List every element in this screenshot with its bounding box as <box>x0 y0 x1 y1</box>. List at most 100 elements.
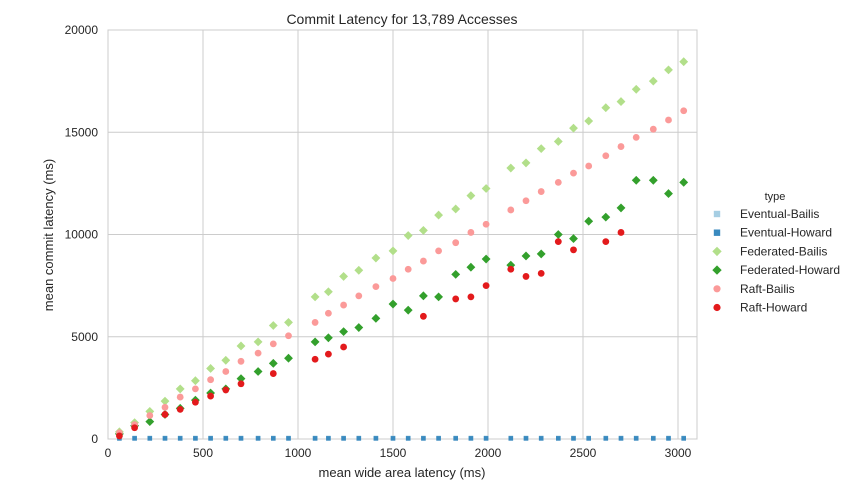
y-tick-label: 15000 <box>65 125 99 139</box>
data-point <box>651 436 656 441</box>
y-tick-label: 10000 <box>65 228 99 242</box>
data-point <box>238 436 244 441</box>
data-point <box>553 230 563 239</box>
data-point <box>355 292 363 300</box>
data-point <box>323 333 333 343</box>
data-point <box>584 116 594 126</box>
data-point <box>269 340 277 348</box>
data-point <box>420 257 427 265</box>
legend-label: Raft-Howard <box>740 301 807 315</box>
data-point <box>507 206 515 214</box>
data-point <box>467 229 475 236</box>
data-point <box>648 175 658 185</box>
data-point <box>586 436 591 441</box>
data-point <box>388 246 398 256</box>
data-point <box>325 309 332 317</box>
data-point <box>405 436 411 441</box>
data-point <box>434 292 444 302</box>
legend-marker <box>713 285 721 293</box>
data-point <box>354 323 364 332</box>
data-point <box>147 436 153 441</box>
data-point <box>452 239 460 247</box>
data-point <box>632 133 640 141</box>
data-point <box>403 231 413 240</box>
data-point <box>466 191 476 201</box>
data-point <box>268 321 278 330</box>
data-point <box>482 220 490 228</box>
data-point <box>649 125 657 133</box>
data-point <box>521 158 531 168</box>
legend-marker <box>713 303 721 312</box>
data-point <box>522 273 530 280</box>
data-point <box>269 370 277 377</box>
data-point <box>451 204 461 214</box>
data-point <box>192 398 199 406</box>
x-tick-label: 2000 <box>475 446 502 460</box>
data-point <box>421 436 426 441</box>
data-point <box>253 367 263 376</box>
data-point <box>453 436 458 441</box>
data-point <box>326 436 331 441</box>
data-point <box>175 384 185 394</box>
data-point <box>569 234 578 244</box>
data-point <box>648 76 658 86</box>
data-point <box>467 293 475 301</box>
data-point <box>616 203 626 213</box>
data-point <box>356 436 362 441</box>
data-point <box>223 436 229 441</box>
y-axis-ticks: 0 5000 10000 15000 20000 <box>65 23 99 446</box>
data-point <box>192 385 199 393</box>
data-point <box>481 254 491 264</box>
data-point <box>602 152 610 160</box>
legend-label: Eventual-Howard <box>740 226 832 240</box>
data-point <box>507 265 515 273</box>
series-federated-bailis <box>114 57 689 437</box>
data-marks <box>114 57 689 441</box>
data-point <box>556 436 561 441</box>
data-point <box>254 349 262 357</box>
data-point <box>390 436 396 441</box>
data-point <box>537 188 545 195</box>
data-point <box>341 436 346 441</box>
data-point <box>601 103 611 113</box>
series-eventual-howard <box>117 436 686 441</box>
data-point <box>554 178 562 186</box>
data-point <box>389 275 397 282</box>
data-point <box>286 436 291 441</box>
data-point <box>681 436 686 441</box>
data-point <box>340 301 347 309</box>
data-point <box>162 436 168 441</box>
data-point <box>323 287 333 297</box>
data-point <box>537 269 545 277</box>
data-point <box>420 312 427 320</box>
y-tick-label: 0 <box>91 432 98 446</box>
data-point <box>618 436 624 441</box>
data-point <box>666 436 671 441</box>
data-point <box>665 116 672 124</box>
data-point <box>602 238 610 246</box>
data-point <box>452 295 460 303</box>
data-point <box>310 292 320 302</box>
data-point <box>506 260 516 270</box>
data-point <box>116 432 123 440</box>
data-point <box>253 337 263 347</box>
data-point <box>207 392 215 400</box>
legend: type Eventual-Bailis Eventual-Howard Feder… <box>712 191 840 315</box>
data-point <box>310 337 320 347</box>
data-point <box>538 436 544 441</box>
data-point <box>311 319 319 326</box>
data-point <box>146 412 154 419</box>
data-point <box>371 253 381 263</box>
data-point <box>570 246 577 254</box>
data-point <box>468 436 474 441</box>
legend-marker <box>713 210 721 218</box>
data-point <box>312 436 318 441</box>
data-point <box>523 436 529 441</box>
x-axis-ticks: 0 500 1000 1500 2000 2500 3000 <box>105 446 692 460</box>
data-point <box>373 436 379 441</box>
legend-label: Eventual-Bailis <box>740 207 819 221</box>
data-point <box>222 368 230 375</box>
data-point <box>631 175 641 185</box>
data-point <box>679 57 689 67</box>
